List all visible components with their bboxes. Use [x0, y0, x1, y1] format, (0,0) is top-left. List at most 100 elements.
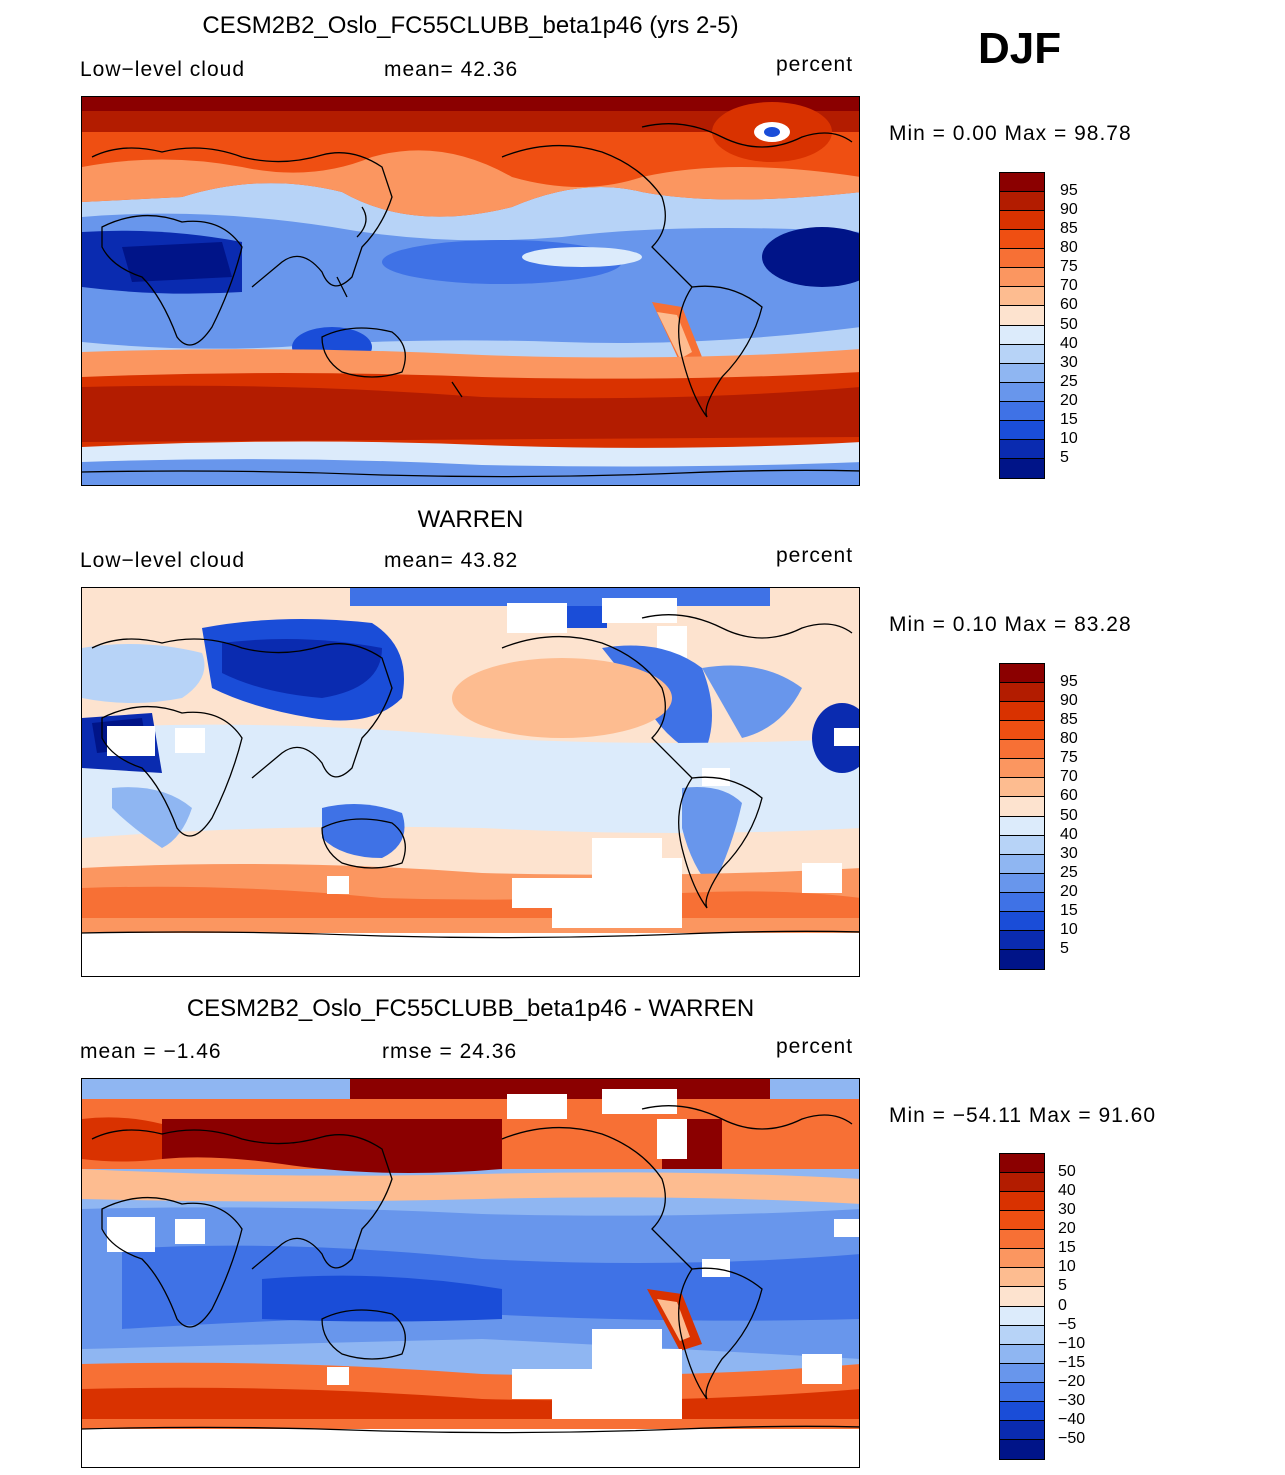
colorbar-label: 25 [1060, 372, 1078, 390]
colorbar-segment [1000, 664, 1044, 684]
colorbar-segment [1000, 1325, 1044, 1345]
panel-3-units: percent [776, 1035, 854, 1058]
colorbar-label: 5 [1058, 1277, 1067, 1295]
colorbar-segment [1000, 892, 1044, 912]
colorbar-segment [1000, 721, 1044, 741]
colorbar-segment [1000, 1287, 1044, 1307]
panel-1-minmax: Min = 0.00 Max = 98.78 [889, 122, 1132, 145]
colorbar-label: 85 [1060, 711, 1078, 729]
panel-2-minmax: Min = 0.10 Max = 83.28 [889, 613, 1132, 636]
colorbar-label: 20 [1060, 391, 1078, 409]
panel-3-title: CESM2B2_Oslo_FC55CLUBB_beta1p46 - WARREN [186, 995, 755, 1022]
colorbar-segment [1000, 778, 1044, 798]
panel-2-mean: mean= 43.82 [384, 549, 519, 572]
colorbar-segment [1000, 1344, 1044, 1364]
colorbar-label: 50 [1060, 315, 1078, 333]
colorbar-segment [1000, 1230, 1044, 1250]
colorbar-segment [1000, 1268, 1044, 1288]
colorbar-label: 40 [1058, 1182, 1076, 1200]
colorbar-segment [1000, 873, 1044, 893]
colorbar-label: 80 [1060, 730, 1078, 748]
colorbar-segment [1000, 420, 1044, 440]
colorbar-segment [1000, 1211, 1044, 1231]
panel-3-minmax: Min = −54.11 Max = 91.60 [889, 1104, 1157, 1127]
colorbar-label: 60 [1060, 787, 1078, 805]
colorbar-segment [1000, 759, 1044, 779]
colorbar-segment [1000, 1420, 1044, 1440]
colorbar-segment [1000, 702, 1044, 722]
colorbar-segment [1000, 249, 1044, 269]
colorbar-label: 5 [1060, 448, 1069, 466]
colorbar-label: −10 [1058, 1334, 1086, 1352]
colorbar-segment [1000, 211, 1044, 231]
colorbar-label: 20 [1058, 1220, 1076, 1238]
colorbar-label: 15 [1058, 1239, 1076, 1257]
colorbar-label: 60 [1060, 296, 1078, 314]
panel-1-title: CESM2B2_Oslo_FC55CLUBB_beta1p46 (yrs 2-5… [202, 12, 739, 39]
colorbar-segment [1000, 1401, 1044, 1421]
panel-3-mean: mean = −1.46 [80, 1040, 222, 1063]
colorbar-label: 90 [1060, 692, 1078, 710]
colorbar-label: −30 [1058, 1391, 1086, 1409]
colorbar-segment [1000, 344, 1044, 364]
colorbar-segment [1000, 230, 1044, 250]
colorbar-label: 75 [1060, 749, 1078, 767]
colorbar-label: 30 [1058, 1201, 1076, 1219]
panel-2-units: percent [776, 544, 854, 567]
colorbar-label: 70 [1060, 768, 1078, 786]
colorbar-segment [1000, 268, 1044, 288]
colorbar-label: 25 [1060, 863, 1078, 881]
colorbar-label: 85 [1060, 220, 1078, 238]
colorbar-label: 70 [1060, 277, 1078, 295]
colorbar-label: 20 [1060, 882, 1078, 900]
colorbar-label: 95 [1060, 673, 1078, 691]
season-label: DJF [978, 24, 1062, 73]
colorbar-label: 40 [1060, 825, 1078, 843]
colorbar-label: 0 [1058, 1296, 1067, 1314]
colorbar-segment [1000, 439, 1044, 459]
colorbar-segment [1000, 382, 1044, 402]
colorbar-segment [1000, 854, 1044, 874]
colorbar-segment [1000, 930, 1044, 950]
panel-3-rmse: rmse = 24.36 [382, 1040, 518, 1063]
colorbar-label: 80 [1060, 239, 1078, 257]
colorbar-segment [1000, 1382, 1044, 1402]
panel-2-variable: Low−level cloud [80, 549, 246, 572]
colorbar-label: 30 [1060, 353, 1078, 371]
panel-1-variable: Low−level cloud [80, 58, 246, 81]
colorbar-segment [1000, 1173, 1044, 1193]
colorbar-segment [1000, 1363, 1044, 1383]
colorbar-segment [1000, 306, 1044, 326]
colorbar-label: 50 [1058, 1163, 1076, 1181]
colorbar-label: 5 [1060, 939, 1069, 957]
colorbar-label: 10 [1060, 429, 1078, 447]
colorbar-segment [1000, 363, 1044, 383]
colorbar-label: 15 [1060, 901, 1078, 919]
colorbar-segment [1000, 192, 1044, 212]
colorbar-label: 15 [1060, 410, 1078, 428]
colorbar-segment [1000, 1192, 1044, 1212]
panel-1-map [81, 96, 860, 486]
colorbar-label: 30 [1060, 844, 1078, 862]
colorbar-segment [1000, 1439, 1044, 1459]
panel-2-colorbar [999, 663, 1045, 970]
colorbar-label: 40 [1060, 334, 1078, 352]
colorbar-label: 10 [1060, 920, 1078, 938]
colorbar-segment [1000, 835, 1044, 855]
colorbar-label: 95 [1060, 182, 1078, 200]
colorbar-segment [1000, 401, 1044, 421]
colorbar-segment [1000, 911, 1044, 931]
colorbar-label: 90 [1060, 201, 1078, 219]
colorbar-label: 75 [1060, 258, 1078, 276]
panel-1-units: percent [776, 53, 854, 76]
colorbar-segment [1000, 1306, 1044, 1326]
colorbar-segment [1000, 949, 1044, 969]
panel-1-mean: mean= 42.36 [384, 58, 519, 81]
colorbar-label: −40 [1058, 1410, 1086, 1428]
colorbar-label: −15 [1058, 1353, 1086, 1371]
colorbar-label: −50 [1058, 1429, 1086, 1447]
colorbar-segment [1000, 1249, 1044, 1269]
colorbar-segment [1000, 797, 1044, 817]
colorbar-segment [1000, 287, 1044, 307]
panel-3-map [81, 1078, 860, 1468]
